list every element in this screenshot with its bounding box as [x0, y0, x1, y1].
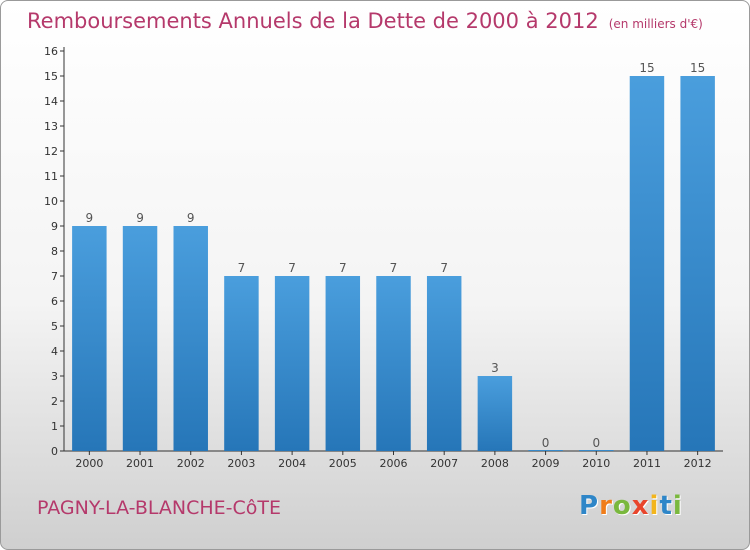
bar [376, 276, 411, 451]
y-tick-label: 4 [51, 345, 58, 358]
bar [173, 226, 208, 451]
bar [72, 226, 107, 451]
data-label: 9 [86, 211, 94, 225]
logo-letter: i [672, 491, 683, 521]
data-label: 7 [440, 261, 448, 275]
data-label: 7 [238, 261, 246, 275]
logo-letter: r [599, 491, 613, 521]
y-tick-label: 10 [44, 195, 58, 208]
data-label: 7 [288, 261, 296, 275]
x-tick-label: 2001 [126, 457, 154, 470]
x-tick-label: 2004 [278, 457, 306, 470]
y-tick-label: 15 [44, 70, 58, 83]
bar [528, 450, 563, 451]
data-label: 0 [542, 436, 550, 450]
y-tick-label: 9 [51, 220, 58, 233]
commune-name: PAGNY-LA-BLANCHE-CôTE [37, 497, 282, 519]
logo-letter: P [579, 491, 600, 521]
logo-letter: x [631, 491, 650, 521]
y-tick-label: 0 [51, 445, 58, 458]
data-label: 7 [390, 261, 398, 275]
x-tick-label: 2002 [177, 457, 205, 470]
x-tick-label: 2005 [329, 457, 357, 470]
logo-letter: o [612, 491, 632, 521]
y-tick-label: 13 [44, 120, 58, 133]
data-label: 3 [491, 361, 499, 375]
proxiti-logo: Proxiti [579, 491, 683, 521]
y-tick-label: 7 [51, 270, 58, 283]
y-tick-label: 14 [44, 95, 58, 108]
bar [579, 450, 614, 451]
data-label: 15 [690, 61, 705, 75]
x-tick-label: 2007 [430, 457, 458, 470]
bar [477, 376, 513, 451]
logo-letter: t [659, 491, 673, 521]
bar [629, 76, 665, 451]
data-label: 0 [592, 436, 600, 450]
bar [122, 226, 158, 451]
y-tick-label: 3 [51, 370, 58, 383]
x-tick-label: 2011 [633, 457, 661, 470]
y-tick-label: 6 [51, 295, 58, 308]
chart-subtitle: (en milliers d'€) [608, 17, 703, 31]
y-tick-label: 12 [44, 145, 58, 158]
y-tick-label: 1 [51, 420, 58, 433]
y-tick-label: 16 [44, 45, 58, 58]
x-tick-label: 2009 [532, 457, 560, 470]
y-tick-label: 5 [51, 320, 58, 333]
title-text: Remboursements Annuels de la Dette de 20… [27, 9, 599, 33]
x-tick-label: 2000 [75, 457, 103, 470]
bar [274, 276, 310, 451]
y-tick-label: 11 [44, 170, 58, 183]
bar [325, 276, 361, 451]
bar [224, 276, 259, 451]
y-tick-label: 8 [51, 245, 58, 258]
x-tick-label: 2012 [684, 457, 712, 470]
bar [680, 76, 715, 451]
x-tick-label: 2006 [380, 457, 408, 470]
data-label: 9 [136, 211, 144, 225]
x-tick-label: 2003 [227, 457, 255, 470]
data-label: 9 [187, 211, 195, 225]
data-label: 7 [339, 261, 347, 275]
logo-letter: i [649, 491, 660, 521]
y-tick-label: 2 [51, 395, 58, 408]
data-label: 15 [639, 61, 654, 75]
x-tick-label: 2010 [582, 457, 610, 470]
x-tick-label: 2008 [481, 457, 509, 470]
chart-title: Remboursements Annuels de la Dette de 20… [27, 9, 703, 33]
bar [426, 276, 462, 451]
